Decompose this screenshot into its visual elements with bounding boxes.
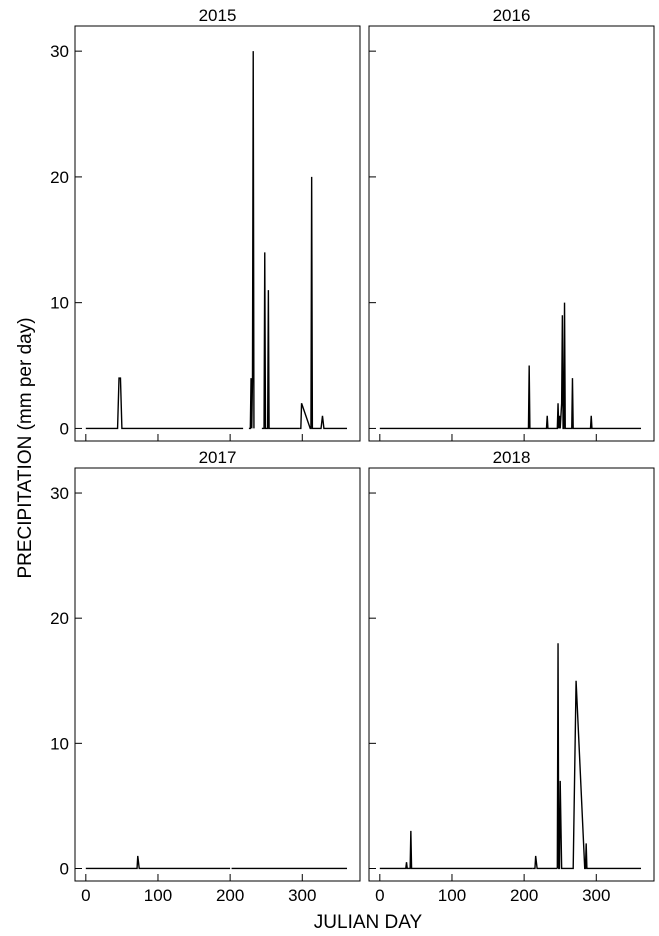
panel-title: 2017 xyxy=(199,448,237,467)
panel-frame xyxy=(368,467,655,882)
y-axis-title: PRECIPITATION (mm per day) xyxy=(15,317,36,578)
y-tick-label: 20 xyxy=(50,168,69,187)
x-tick-label: 100 xyxy=(144,886,172,905)
y-tick-label: 30 xyxy=(50,484,69,503)
panel-2015: 2015 0 10 20 30 xyxy=(50,6,361,442)
x-tick-label: 300 xyxy=(582,886,610,905)
panel-2018: 2018 0 100 200 300 xyxy=(368,448,655,905)
x-tick-label: 0 xyxy=(81,886,90,905)
y-tick-label: 0 xyxy=(60,419,69,438)
precipitation-series xyxy=(556,643,642,870)
y-tick-label: 0 xyxy=(60,859,69,878)
precipitation-series xyxy=(532,855,558,870)
x-axis-title: JULIAN DAY xyxy=(314,912,423,933)
precipitation-series xyxy=(261,252,300,430)
panel-frame xyxy=(74,467,361,882)
y-tick-label: 10 xyxy=(50,294,69,313)
panel-title: 2016 xyxy=(493,6,531,25)
x-tick-label: 200 xyxy=(510,886,538,905)
panel-2016: 2016 xyxy=(368,6,655,442)
precipitation-series xyxy=(248,51,255,430)
x-tick-label: 100 xyxy=(438,886,466,905)
precipitation-series xyxy=(379,302,642,430)
panel-frame xyxy=(368,25,655,442)
precipitation-series xyxy=(85,377,244,430)
precipitation-series xyxy=(379,830,533,870)
x-tick-label: 300 xyxy=(288,886,316,905)
x-tick-label: 200 xyxy=(216,886,244,905)
y-tick-label: 20 xyxy=(50,609,69,628)
y-tick-label: 30 xyxy=(50,42,69,61)
precipitation-series xyxy=(85,855,231,870)
panel-title: 2015 xyxy=(199,6,237,25)
precipitation-series xyxy=(299,176,348,430)
y-tick-label: 10 xyxy=(50,734,69,753)
x-tick-label: 0 xyxy=(375,886,384,905)
panel-title: 2018 xyxy=(493,448,531,467)
panel-frame xyxy=(74,25,361,442)
